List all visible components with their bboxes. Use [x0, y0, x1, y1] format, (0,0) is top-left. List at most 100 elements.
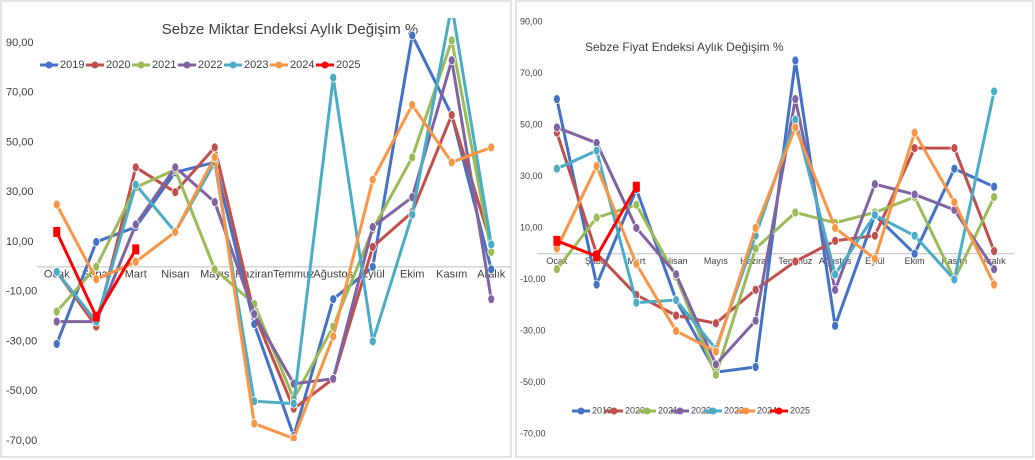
marker: [289, 433, 298, 441]
marker: [92, 274, 101, 285]
marker: [592, 212, 601, 223]
marker: [329, 373, 338, 384]
marker: [950, 163, 959, 174]
marker: [447, 110, 456, 120]
marker: [910, 230, 919, 241]
panel-frame: [0, 0, 512, 458]
marker: [368, 261, 377, 272]
marker: [831, 320, 840, 331]
line: [555, 132, 996, 325]
legend-label: 2025: [336, 59, 360, 71]
marker: [487, 239, 496, 250]
marker: [131, 256, 140, 267]
marker: [791, 207, 800, 218]
marker: [329, 331, 338, 342]
marker: [831, 269, 840, 280]
marker: [672, 295, 681, 305]
marker: [990, 192, 999, 202]
marker: [487, 142, 496, 153]
marker: [870, 179, 879, 190]
marker: [131, 219, 140, 230]
marker: [52, 306, 61, 317]
marker: [552, 94, 561, 105]
marker: [171, 162, 180, 173]
y-tick-label: 50,00: [6, 136, 34, 148]
series: [552, 122, 999, 357]
marker: [92, 311, 100, 322]
line: [55, 103, 492, 441]
x-tick-label: Temmuz: [273, 269, 315, 281]
marker: [870, 253, 879, 264]
legend-label: 2021: [152, 59, 176, 71]
marker: [751, 223, 760, 233]
y-tick-label: -70,00: [520, 428, 546, 438]
marker: [487, 294, 496, 305]
marker: [831, 284, 840, 295]
legend-label: 2023: [724, 405, 744, 415]
y-tick-label: -10,00: [520, 274, 546, 284]
series: [52, 100, 496, 441]
marker: [368, 336, 377, 347]
marker: [791, 94, 800, 105]
marker: [751, 284, 760, 295]
marker: [910, 127, 919, 138]
marker: [171, 187, 180, 198]
marker: [132, 244, 140, 255]
marker: [289, 398, 298, 409]
legend-label: 2023: [244, 59, 268, 71]
marker: [950, 143, 959, 153]
y-tick-label: 30,00: [6, 186, 34, 198]
marker: [408, 209, 417, 220]
x-tick-label: Nisan: [161, 269, 189, 281]
marker: [990, 181, 999, 192]
y-tick-label: -30,00: [520, 325, 546, 335]
legend-marker: [577, 407, 585, 415]
marker: [751, 362, 760, 372]
marker: [487, 264, 496, 275]
legend-marker: [643, 407, 651, 415]
y-tick-label: -30,00: [6, 335, 37, 347]
marker: [552, 122, 561, 133]
marker: [910, 189, 919, 200]
legend-marker: [610, 407, 618, 415]
legend-label: 2022: [691, 405, 711, 415]
marker: [329, 72, 338, 83]
marker: [672, 326, 681, 336]
marker: [632, 181, 640, 192]
marker: [990, 279, 999, 290]
x-tick-label: Aralık: [983, 256, 1007, 266]
marker: [632, 199, 641, 210]
marker: [92, 261, 101, 272]
marker: [751, 315, 760, 326]
legend-marker: [275, 61, 283, 69]
chart-title: Sebze Fiyat Endeksi Aylık Değişim %: [585, 40, 784, 54]
marker: [950, 197, 959, 208]
marker: [711, 369, 720, 380]
marker: [447, 55, 456, 66]
y-tick-label: -50,00: [520, 377, 546, 387]
x-tick-label: Nisan: [665, 256, 688, 266]
marker: [870, 210, 879, 220]
legend-label: 2019: [60, 59, 84, 71]
series: [53, 226, 140, 322]
marker: [831, 223, 840, 233]
marker: [553, 235, 561, 246]
y-tick-label: 70,00: [520, 68, 543, 78]
chart-title: Sebze Miktar Endeksi Aylık Değişim %: [162, 21, 419, 38]
marker: [250, 418, 259, 429]
legend-marker: [229, 61, 237, 69]
legend-label: 2019: [592, 405, 612, 415]
x-tick-label: Ekim: [905, 256, 925, 266]
legend-label: 2020: [625, 405, 645, 415]
marker: [210, 142, 219, 153]
marker: [791, 122, 800, 133]
marker: [368, 222, 377, 232]
line: [555, 125, 996, 354]
y-tick-label: 10,00: [6, 236, 34, 248]
legend-marker: [775, 407, 783, 415]
marker: [447, 157, 456, 168]
marker: [552, 264, 561, 275]
marker: [210, 264, 219, 275]
y-tick-label: 90,00: [6, 37, 34, 49]
